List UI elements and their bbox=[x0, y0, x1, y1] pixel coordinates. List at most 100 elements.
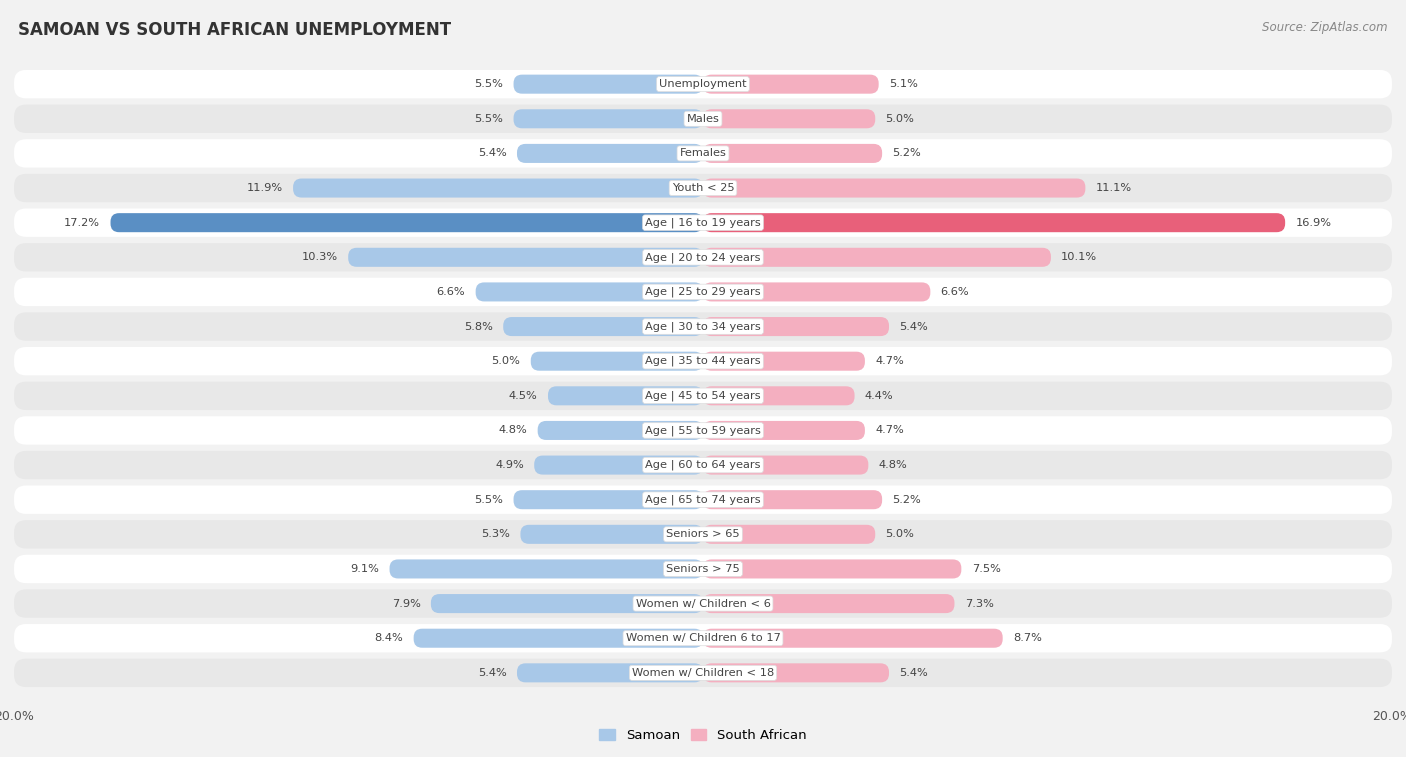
FancyBboxPatch shape bbox=[703, 491, 882, 509]
FancyBboxPatch shape bbox=[14, 70, 1392, 98]
Text: 5.1%: 5.1% bbox=[889, 79, 918, 89]
FancyBboxPatch shape bbox=[14, 278, 1392, 306]
Text: 11.1%: 11.1% bbox=[1095, 183, 1132, 193]
FancyBboxPatch shape bbox=[513, 75, 703, 94]
FancyBboxPatch shape bbox=[14, 382, 1392, 410]
FancyBboxPatch shape bbox=[703, 663, 889, 682]
Text: Women w/ Children 6 to 17: Women w/ Children 6 to 17 bbox=[626, 633, 780, 643]
Text: 6.6%: 6.6% bbox=[941, 287, 969, 297]
Text: 16.9%: 16.9% bbox=[1295, 218, 1331, 228]
Text: 4.8%: 4.8% bbox=[499, 425, 527, 435]
Text: 5.8%: 5.8% bbox=[464, 322, 494, 332]
FancyBboxPatch shape bbox=[703, 386, 855, 405]
FancyBboxPatch shape bbox=[703, 525, 875, 544]
FancyBboxPatch shape bbox=[703, 144, 882, 163]
Text: 5.0%: 5.0% bbox=[492, 357, 520, 366]
FancyBboxPatch shape bbox=[703, 352, 865, 371]
FancyBboxPatch shape bbox=[14, 174, 1392, 202]
FancyBboxPatch shape bbox=[14, 590, 1392, 618]
Text: 7.9%: 7.9% bbox=[392, 599, 420, 609]
Text: 5.2%: 5.2% bbox=[893, 495, 921, 505]
Text: Age | 65 to 74 years: Age | 65 to 74 years bbox=[645, 494, 761, 505]
Text: 17.2%: 17.2% bbox=[65, 218, 100, 228]
FancyBboxPatch shape bbox=[14, 347, 1392, 375]
Text: Females: Females bbox=[679, 148, 727, 158]
Text: 5.3%: 5.3% bbox=[481, 529, 510, 539]
Text: Age | 45 to 54 years: Age | 45 to 54 years bbox=[645, 391, 761, 401]
Text: 8.7%: 8.7% bbox=[1012, 633, 1042, 643]
Text: 7.3%: 7.3% bbox=[965, 599, 994, 609]
Text: 8.4%: 8.4% bbox=[374, 633, 404, 643]
FancyBboxPatch shape bbox=[14, 313, 1392, 341]
FancyBboxPatch shape bbox=[703, 75, 879, 94]
FancyBboxPatch shape bbox=[14, 659, 1392, 687]
FancyBboxPatch shape bbox=[703, 179, 1085, 198]
Text: 10.3%: 10.3% bbox=[302, 252, 337, 262]
Text: SAMOAN VS SOUTH AFRICAN UNEMPLOYMENT: SAMOAN VS SOUTH AFRICAN UNEMPLOYMENT bbox=[18, 21, 451, 39]
FancyBboxPatch shape bbox=[517, 144, 703, 163]
Text: 5.5%: 5.5% bbox=[474, 495, 503, 505]
Text: 6.6%: 6.6% bbox=[437, 287, 465, 297]
Text: Youth < 25: Youth < 25 bbox=[672, 183, 734, 193]
FancyBboxPatch shape bbox=[14, 104, 1392, 133]
Text: 5.4%: 5.4% bbox=[478, 148, 506, 158]
Text: Males: Males bbox=[686, 114, 720, 124]
FancyBboxPatch shape bbox=[14, 555, 1392, 583]
Text: 5.0%: 5.0% bbox=[886, 529, 914, 539]
Text: 5.2%: 5.2% bbox=[893, 148, 921, 158]
Text: Age | 30 to 34 years: Age | 30 to 34 years bbox=[645, 321, 761, 332]
FancyBboxPatch shape bbox=[517, 663, 703, 682]
FancyBboxPatch shape bbox=[703, 421, 865, 440]
Text: 4.9%: 4.9% bbox=[495, 460, 524, 470]
FancyBboxPatch shape bbox=[430, 594, 703, 613]
Text: Age | 55 to 59 years: Age | 55 to 59 years bbox=[645, 425, 761, 436]
FancyBboxPatch shape bbox=[703, 109, 875, 128]
FancyBboxPatch shape bbox=[548, 386, 703, 405]
Text: 4.7%: 4.7% bbox=[875, 357, 904, 366]
FancyBboxPatch shape bbox=[703, 282, 931, 301]
FancyBboxPatch shape bbox=[703, 317, 889, 336]
Text: Age | 35 to 44 years: Age | 35 to 44 years bbox=[645, 356, 761, 366]
FancyBboxPatch shape bbox=[14, 139, 1392, 167]
FancyBboxPatch shape bbox=[14, 624, 1392, 653]
Text: 7.5%: 7.5% bbox=[972, 564, 1001, 574]
Text: Women w/ Children < 6: Women w/ Children < 6 bbox=[636, 599, 770, 609]
FancyBboxPatch shape bbox=[14, 208, 1392, 237]
FancyBboxPatch shape bbox=[14, 243, 1392, 272]
Text: 4.5%: 4.5% bbox=[509, 391, 537, 400]
FancyBboxPatch shape bbox=[111, 213, 703, 232]
Text: 4.4%: 4.4% bbox=[865, 391, 894, 400]
Text: 5.5%: 5.5% bbox=[474, 79, 503, 89]
FancyBboxPatch shape bbox=[14, 520, 1392, 549]
Legend: Samoan, South African: Samoan, South African bbox=[596, 725, 810, 746]
Text: Seniors > 75: Seniors > 75 bbox=[666, 564, 740, 574]
Text: Age | 60 to 64 years: Age | 60 to 64 years bbox=[645, 459, 761, 470]
Text: 5.5%: 5.5% bbox=[474, 114, 503, 124]
Text: 9.1%: 9.1% bbox=[350, 564, 380, 574]
Text: Seniors > 65: Seniors > 65 bbox=[666, 529, 740, 539]
FancyBboxPatch shape bbox=[349, 248, 703, 266]
FancyBboxPatch shape bbox=[14, 485, 1392, 514]
Text: 5.4%: 5.4% bbox=[900, 668, 928, 678]
FancyBboxPatch shape bbox=[413, 629, 703, 648]
FancyBboxPatch shape bbox=[703, 559, 962, 578]
FancyBboxPatch shape bbox=[703, 248, 1050, 266]
FancyBboxPatch shape bbox=[534, 456, 703, 475]
Text: 5.4%: 5.4% bbox=[900, 322, 928, 332]
FancyBboxPatch shape bbox=[703, 629, 1002, 648]
FancyBboxPatch shape bbox=[14, 451, 1392, 479]
Text: 10.1%: 10.1% bbox=[1062, 252, 1097, 262]
FancyBboxPatch shape bbox=[513, 491, 703, 509]
FancyBboxPatch shape bbox=[703, 213, 1285, 232]
Text: Age | 20 to 24 years: Age | 20 to 24 years bbox=[645, 252, 761, 263]
FancyBboxPatch shape bbox=[503, 317, 703, 336]
Text: Source: ZipAtlas.com: Source: ZipAtlas.com bbox=[1263, 21, 1388, 34]
FancyBboxPatch shape bbox=[703, 594, 955, 613]
FancyBboxPatch shape bbox=[531, 352, 703, 371]
FancyBboxPatch shape bbox=[537, 421, 703, 440]
Text: 4.7%: 4.7% bbox=[875, 425, 904, 435]
FancyBboxPatch shape bbox=[292, 179, 703, 198]
FancyBboxPatch shape bbox=[520, 525, 703, 544]
FancyBboxPatch shape bbox=[703, 456, 869, 475]
Text: Age | 25 to 29 years: Age | 25 to 29 years bbox=[645, 287, 761, 298]
